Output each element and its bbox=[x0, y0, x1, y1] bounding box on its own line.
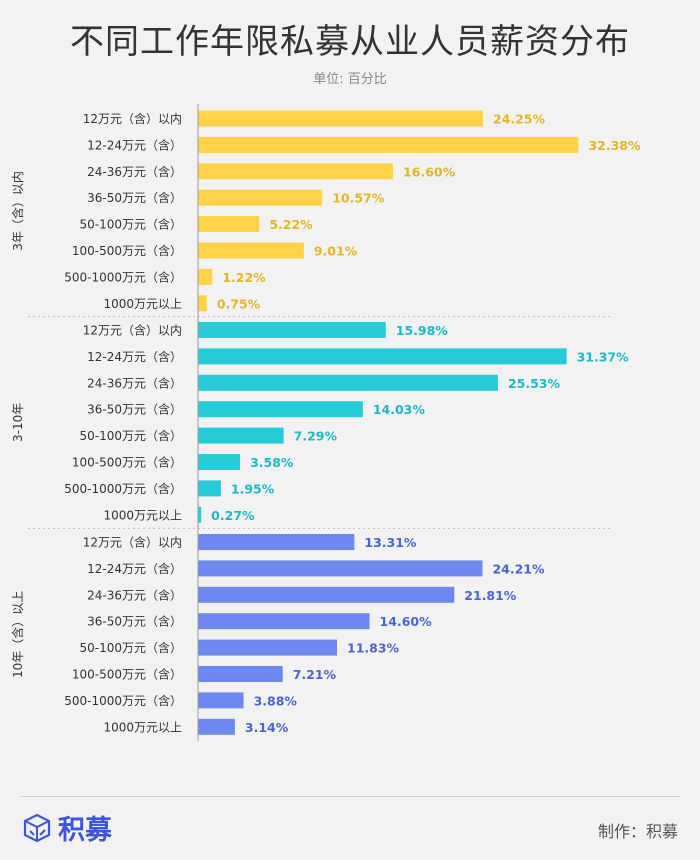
value-label: 3.14% bbox=[245, 720, 289, 735]
category-label: 1000万元以上 bbox=[103, 508, 182, 522]
category-label: 12万元（含）以内 bbox=[83, 111, 182, 126]
category-label: 50-100万元（含） bbox=[79, 428, 182, 443]
category-label: 100-500万元（含） bbox=[72, 455, 182, 470]
value-label: 7.29% bbox=[294, 429, 338, 444]
bar bbox=[198, 506, 202, 523]
category-label: 12万元（含）以内 bbox=[83, 323, 182, 338]
value-label: 14.03% bbox=[373, 402, 426, 417]
logo-text: 积募 bbox=[58, 815, 112, 846]
bar bbox=[198, 666, 283, 682]
credit-text: 制作：积募 bbox=[597, 822, 678, 841]
category-label: 100-500万元（含） bbox=[72, 243, 182, 258]
value-label: 0.75% bbox=[217, 296, 261, 311]
category-label: 500-1000万元（含） bbox=[64, 693, 182, 708]
value-label: 24.21% bbox=[492, 561, 545, 576]
chart-title: 不同工作年限私募从业人员薪资分布 bbox=[70, 22, 630, 62]
bar bbox=[198, 534, 355, 550]
bar bbox=[198, 613, 370, 630]
bar bbox=[198, 454, 241, 470]
bar bbox=[198, 401, 363, 418]
bar bbox=[198, 427, 284, 444]
value-label: 21.81% bbox=[464, 588, 517, 603]
bar bbox=[198, 136, 579, 153]
value-label: 11.83% bbox=[347, 641, 400, 656]
value-label: 1.22% bbox=[222, 270, 266, 285]
logo-cube-icon bbox=[23, 813, 51, 842]
group-label: 3-10年 bbox=[11, 403, 25, 442]
category-label: 1000万元以上 bbox=[103, 720, 182, 734]
bar bbox=[198, 189, 323, 206]
bar bbox=[198, 348, 567, 365]
bar bbox=[198, 374, 498, 391]
category-label: 12-24万元（含） bbox=[87, 349, 182, 364]
bar bbox=[198, 560, 483, 577]
value-label: 32.38% bbox=[588, 138, 641, 153]
value-label: 9.01% bbox=[314, 244, 358, 259]
category-label: 36-50万元（含） bbox=[87, 614, 182, 629]
value-label: 7.21% bbox=[293, 667, 337, 682]
category-label: 1000万元以上 bbox=[103, 297, 182, 311]
group-label: 3年（含）以内 bbox=[10, 171, 25, 251]
value-label: 31.37% bbox=[577, 349, 630, 364]
brand-logo: 积募 bbox=[22, 808, 112, 847]
chart-subtitle: 单位: 百分比 bbox=[313, 72, 387, 87]
category-label: 24-36万元（含） bbox=[87, 587, 182, 602]
category-label: 24-36万元（含） bbox=[87, 375, 182, 390]
bar bbox=[198, 718, 235, 735]
footer-divider bbox=[20, 796, 680, 797]
bar bbox=[198, 639, 338, 656]
bar bbox=[198, 322, 386, 338]
group-label: 10年（含）以上 bbox=[10, 591, 25, 678]
value-label: 16.60% bbox=[403, 164, 456, 179]
bar bbox=[198, 480, 221, 497]
category-label: 36-50万元（含） bbox=[87, 190, 182, 205]
bar bbox=[198, 692, 244, 709]
value-label: 1.95% bbox=[231, 481, 275, 496]
bar bbox=[198, 163, 394, 180]
category-label: 50-100万元（含） bbox=[79, 217, 182, 232]
value-label: 24.25% bbox=[493, 112, 546, 127]
value-label: 25.53% bbox=[508, 376, 561, 391]
value-label: 10.57% bbox=[332, 191, 385, 206]
value-label: 3.58% bbox=[250, 455, 294, 470]
category-label: 24-36万元（含） bbox=[87, 164, 182, 179]
bar bbox=[198, 242, 304, 259]
value-label: 14.60% bbox=[380, 614, 433, 629]
category-label: 500-1000万元（含） bbox=[64, 481, 182, 496]
category-label: 36-50万元（含） bbox=[87, 402, 182, 417]
bar-chart: 12万元（含）以内 24.25% 12-24万元（含） 32.38% 24-36万元（含… bbox=[10, 104, 641, 741]
value-label: 3.88% bbox=[254, 693, 298, 708]
category-label: 50-100万元（含） bbox=[79, 640, 182, 655]
category-label: 12-24万元（含） bbox=[87, 561, 182, 576]
category-label: 12-24万元（含） bbox=[87, 137, 182, 152]
value-label: 0.27% bbox=[211, 508, 255, 523]
category-label: 500-1000万元（含） bbox=[64, 269, 182, 284]
bar bbox=[198, 110, 483, 127]
category-label: 12万元（含）以内 bbox=[83, 535, 182, 550]
bar bbox=[198, 295, 207, 312]
bar bbox=[198, 586, 455, 603]
category-label: 100-500万元（含） bbox=[72, 667, 182, 682]
value-label: 15.98% bbox=[396, 323, 449, 338]
value-label: 13.31% bbox=[364, 535, 417, 550]
value-label: 5.22% bbox=[269, 217, 313, 232]
bar bbox=[198, 268, 213, 285]
bar bbox=[198, 216, 260, 233]
